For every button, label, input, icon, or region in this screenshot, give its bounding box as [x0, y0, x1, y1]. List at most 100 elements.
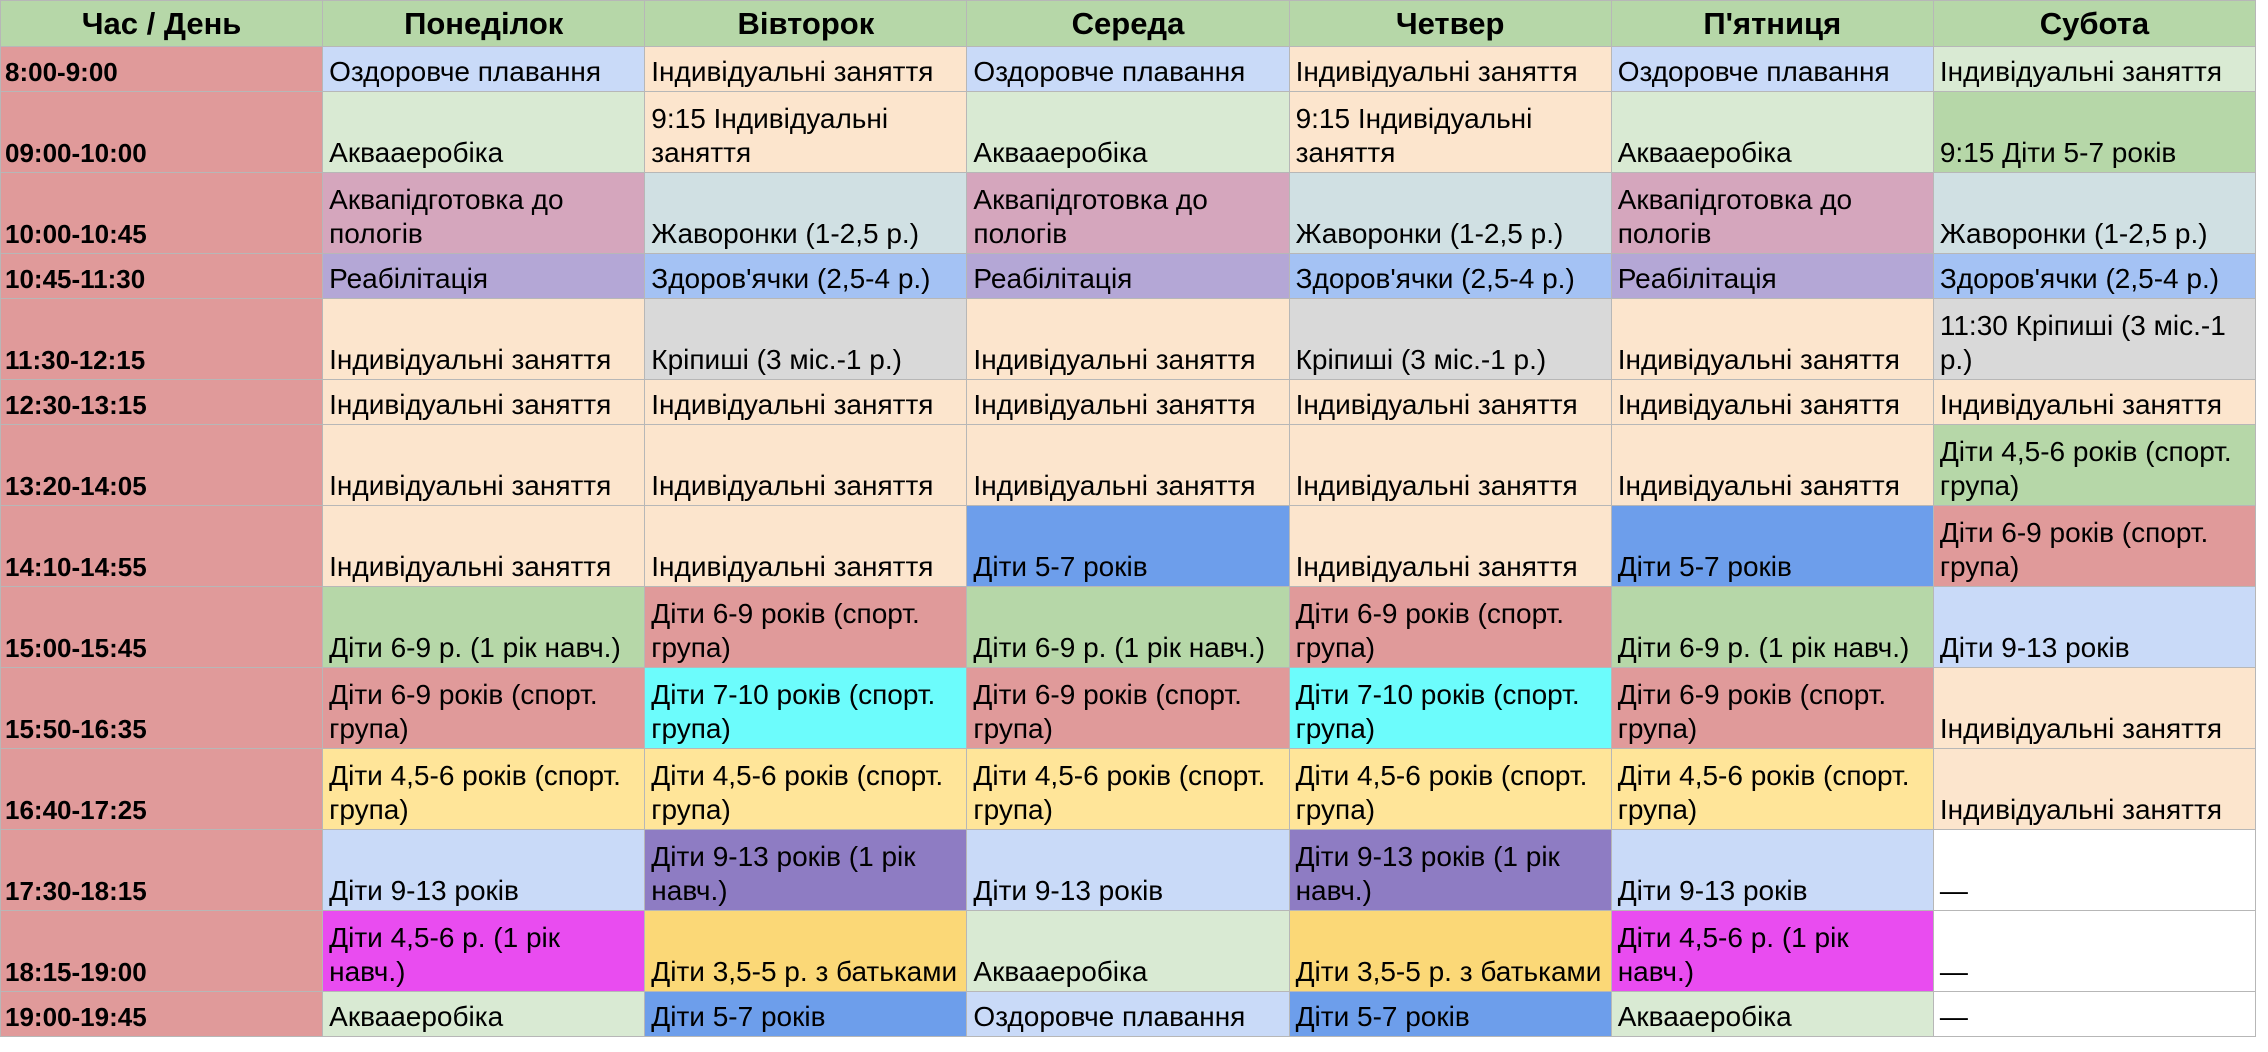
schedule-cell: Діти 9-13 років (1 рік навч.) [1288, 829, 1612, 911]
schedule-cell: Аквааеробіка [966, 910, 1290, 992]
header-saturday: Субота [1932, 0, 2257, 47]
table-row: 15:00-15:45 Діти 6-9 р. (1 рік навч.) Ді… [0, 586, 2257, 668]
time-slot: 10:45-11:30 [0, 253, 324, 299]
schedule-cell: Діти 9-13 років [322, 829, 646, 911]
time-slot: 13:20-14:05 [0, 424, 324, 506]
header-tuesday: Вівторок [644, 0, 968, 47]
schedule-cell: Аквааеробіка [1610, 991, 1934, 1037]
schedule-cell: Реабілітація [1610, 253, 1934, 299]
schedule-cell: Діти 3,5-5 р. з батьками [644, 910, 968, 992]
schedule-cell: Індивідуальні заняття [1610, 298, 1934, 380]
schedule-cell: Індивідуальні заняття [1932, 748, 2257, 830]
schedule-cell: Аквааеробіка [322, 91, 646, 173]
schedule-cell: Індивідуальні заняття [1610, 379, 1934, 425]
table-row: 19:00-19:45 Аквааеробіка Діти 5-7 років … [0, 991, 2257, 1037]
schedule-cell: Діти 6-9 років (спорт. група) [1932, 505, 2257, 587]
schedule-cell: Індивідуальні заняття [1932, 667, 2257, 749]
schedule-cell: Діти 6-9 р. (1 рік навч.) [322, 586, 646, 668]
schedule-cell: Аквапідготовка до пологів [966, 172, 1290, 254]
schedule-cell: Оздоровче плавання [322, 46, 646, 92]
table-row: 18:15-19:00 Діти 4,5-6 р. (1 рік навч.) … [0, 910, 2257, 992]
schedule-cell: Діти 4,5-6 років (спорт. група) [1610, 748, 1934, 830]
schedule-cell: Реабілітація [966, 253, 1290, 299]
table-row: 14:10-14:55 Індивідуальні заняття Індиві… [0, 505, 2257, 587]
schedule-cell: 9:15 Діти 5-7 років [1932, 91, 2257, 173]
schedule-cell: Діти 5-7 років [644, 991, 968, 1037]
schedule-cell: Діти 5-7 років [1610, 505, 1934, 587]
schedule-cell: Діти 4,5-6 років (спорт. група) [966, 748, 1290, 830]
schedule-cell: Діти 6-9 р. (1 рік навч.) [1610, 586, 1934, 668]
schedule-cell: Діти 4,5-6 років (спорт. група) [1288, 748, 1612, 830]
schedule-cell: Діти 9-13 років [1610, 829, 1934, 911]
schedule-cell: Індивідуальні заняття [322, 424, 646, 506]
schedule-cell: Діти 9-13 років (1 рік навч.) [644, 829, 968, 911]
time-slot: 17:30-18:15 [0, 829, 324, 911]
time-slot: 16:40-17:25 [0, 748, 324, 830]
schedule-cell: Індивідуальні заняття [1288, 46, 1612, 92]
header-row: Час / День Понеділок Вівторок Середа Чет… [0, 0, 2257, 47]
time-slot: 11:30-12:15 [0, 298, 324, 380]
schedule-cell: Діти 4,5-6 років (спорт. група) [322, 748, 646, 830]
time-slot: 15:00-15:45 [0, 586, 324, 668]
schedule-cell: Діти 6-9 років (спорт. група) [644, 586, 968, 668]
time-slot: 12:30-13:15 [0, 379, 324, 425]
schedule-cell: 9:15 Індивідуальні заняття [644, 91, 968, 173]
table-row: 11:30-12:15 Індивідуальні заняття Кріпиш… [0, 298, 2257, 380]
time-slot: 14:10-14:55 [0, 505, 324, 587]
schedule-cell: Індивідуальні заняття [1932, 379, 2257, 425]
schedule-cell: Індивідуальні заняття [644, 424, 968, 506]
schedule-cell: Діти 6-9 років (спорт. група) [966, 667, 1290, 749]
header-thursday: Четвер [1288, 0, 1612, 47]
schedule-cell: Оздоровче плавання [966, 46, 1290, 92]
header-monday: Понеділок [322, 0, 646, 47]
schedule-cell: Індивідуальні заняття [1932, 46, 2257, 92]
schedule-cell: Індивідуальні заняття [966, 298, 1290, 380]
schedule-cell: — [1932, 829, 2257, 911]
schedule-cell: Індивідуальні заняття [644, 379, 968, 425]
time-slot: 10:00-10:45 [0, 172, 324, 254]
time-slot: 15:50-16:35 [0, 667, 324, 749]
time-slot: 18:15-19:00 [0, 910, 324, 992]
schedule-cell: — [1932, 910, 2257, 992]
time-slot: 19:00-19:45 [0, 991, 324, 1037]
schedule-cell: 9:15 Індивідуальні заняття [1288, 91, 1612, 173]
schedule-cell: Здоров'ячки (2,5-4 р.) [644, 253, 968, 299]
schedule-cell: Індивідуальні заняття [322, 505, 646, 587]
schedule-cell: Реабілітація [322, 253, 646, 299]
schedule-cell: Аквапідготовка до пологів [1610, 172, 1934, 254]
schedule-cell: Індивідуальні заняття [1610, 424, 1934, 506]
schedule-cell: Індивідуальні заняття [966, 379, 1290, 425]
schedule-cell: Діти 6-9 років (спорт. група) [322, 667, 646, 749]
schedule-cell: Діти 7-10 років (спорт. група) [644, 667, 968, 749]
schedule-cell: Діти 7-10 років (спорт. група) [1288, 667, 1612, 749]
table-row: 13:20-14:05 Індивідуальні заняття Індиві… [0, 424, 2257, 506]
schedule-cell: Індивідуальні заняття [1288, 379, 1612, 425]
schedule-cell: Аквааеробіка [966, 91, 1290, 173]
schedule-cell: Діти 5-7 років [966, 505, 1290, 587]
schedule-cell: Індивідуальні заняття [966, 424, 1290, 506]
schedule-cell: Діти 9-13 років [1932, 586, 2257, 668]
header-friday: П'ятниця [1610, 0, 1934, 47]
table-row: 10:00-10:45 Аквапідготовка до пологів Жа… [0, 172, 2257, 254]
schedule-cell: Діти 4,5-6 років (спорт. група) [1932, 424, 2257, 506]
schedule-cell: Індивідуальні заняття [322, 298, 646, 380]
time-slot: 8:00-9:00 [0, 46, 324, 92]
schedule-cell: Діти 4,5-6 р. (1 рік навч.) [322, 910, 646, 992]
table-row: 8:00-9:00 Оздоровче плавання Індивідуаль… [0, 46, 2257, 92]
schedule-cell: Аквааеробіка [322, 991, 646, 1037]
schedule-cell: Індивідуальні заняття [1288, 505, 1612, 587]
table-row: 10:45-11:30 Реабілітація Здоров'ячки (2,… [0, 253, 2257, 299]
schedule-cell: Індивідуальні заняття [1288, 424, 1612, 506]
schedule-cell: Кріпиші (3 міс.-1 р.) [644, 298, 968, 380]
schedule-cell: Жаворонки (1-2,5 р.) [644, 172, 968, 254]
schedule-cell: Діти 9-13 років [966, 829, 1290, 911]
schedule-cell: Діти 5-7 років [1288, 991, 1612, 1037]
schedule-cell: Оздоровче плавання [1610, 46, 1934, 92]
table-row: 15:50-16:35 Діти 6-9 років (спорт. група… [0, 667, 2257, 749]
table-row: 17:30-18:15 Діти 9-13 років Діти 9-13 ро… [0, 829, 2257, 911]
schedule-cell: Здоров'ячки (2,5-4 р.) [1288, 253, 1612, 299]
schedule-cell: Аквапідготовка до пологів [322, 172, 646, 254]
table-row: 09:00-10:00 Аквааеробіка 9:15 Індивідуал… [0, 91, 2257, 173]
schedule-cell: Діти 6-9 років (спорт. група) [1610, 667, 1934, 749]
schedule-cell: Оздоровче плавання [966, 991, 1290, 1037]
